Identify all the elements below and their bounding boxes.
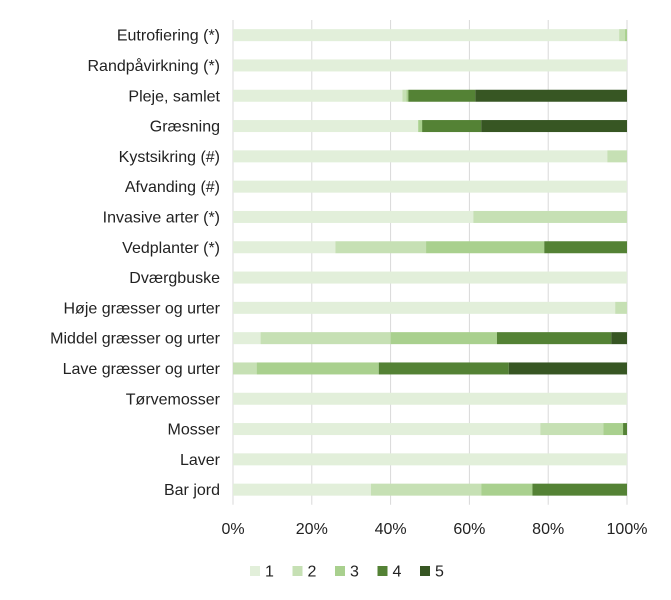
bar-segment	[370, 483, 482, 496]
bar-segment	[508, 362, 627, 375]
bar-segment	[378, 362, 509, 375]
bar-segment	[408, 89, 476, 102]
legend-swatch	[292, 566, 303, 576]
legend-label: 5	[435, 564, 444, 581]
category-label: Græsning	[150, 119, 220, 136]
bar-segment	[625, 29, 627, 42]
category-label: Bar jord	[164, 482, 220, 499]
category-label: Eutrofiering (*)	[117, 28, 220, 45]
category-label: Kystsikring (#)	[119, 149, 220, 166]
bar-segment	[233, 332, 261, 345]
legend-label: 2	[308, 564, 317, 581]
bar-segment	[233, 301, 616, 314]
bar-segment	[233, 392, 627, 405]
bar-segment	[233, 150, 608, 163]
bar-segment	[406, 89, 409, 102]
category-label: Høje græsser og urter	[64, 300, 221, 317]
bar-segment	[233, 423, 541, 436]
bar-segment	[233, 453, 627, 466]
legend-label: 4	[393, 564, 402, 581]
category-label: Lave græsser og urter	[63, 361, 221, 378]
bar-segment	[475, 89, 627, 102]
bar-segment	[233, 89, 403, 102]
bar-segment	[233, 362, 257, 375]
bar-segment	[532, 483, 627, 496]
x-tick-label: 80%	[532, 521, 564, 538]
bar-segment	[544, 241, 627, 254]
bar-segment	[426, 241, 545, 254]
bar-segment	[418, 120, 423, 133]
legend-label: 1	[265, 564, 274, 581]
x-tick-labels: 0% 20% 40% 60% 80% 100%	[221, 521, 647, 538]
legend-label: 3	[350, 564, 359, 581]
category-label: Randpåvirkning (*)	[87, 57, 220, 75]
bar-segment	[615, 301, 627, 314]
bar-segment	[496, 332, 612, 345]
bar-segment	[233, 271, 627, 284]
bar-segment	[233, 210, 474, 223]
category-label: Laver	[180, 452, 221, 469]
x-tick-label: 20%	[296, 521, 328, 538]
bar-segment	[233, 59, 627, 72]
category-label: Vedplanter (*)	[122, 240, 220, 257]
bars	[233, 29, 627, 496]
bar-segment	[256, 362, 379, 375]
category-label: Mosser	[168, 422, 221, 439]
bar-segment	[422, 120, 482, 133]
bar-segment	[607, 150, 627, 163]
bar-segment	[390, 332, 497, 345]
category-label: Dværgbuske	[129, 270, 220, 287]
legend-swatch	[250, 566, 260, 576]
category-label: Pleje, samlet	[128, 88, 220, 105]
bar-segment	[402, 89, 407, 102]
x-tick-label: 0%	[221, 521, 244, 538]
legend-swatch	[377, 566, 388, 576]
category-label: Tørvemosser	[126, 391, 221, 408]
bar-segment	[481, 120, 627, 133]
x-tick-label: 60%	[453, 521, 485, 538]
x-tick-label: 40%	[375, 521, 407, 538]
bar-segment	[335, 241, 427, 254]
category-label: Afvanding (#)	[125, 179, 220, 196]
x-tick-label: 100%	[607, 521, 648, 538]
legend-swatch	[335, 566, 345, 576]
legend-swatch	[420, 566, 430, 576]
bar-segment	[233, 29, 620, 42]
category-label: Invasive arter (*)	[103, 209, 220, 226]
bar-segment	[260, 332, 391, 345]
bar-segment	[619, 29, 626, 42]
bar-segment	[233, 483, 371, 496]
bar-segment	[473, 210, 627, 223]
bar-segment	[233, 180, 627, 193]
category-label: Middel græsser og urter	[50, 331, 221, 348]
bar-segment	[481, 483, 533, 496]
bar-segment	[611, 332, 627, 345]
bar-segment	[623, 423, 627, 436]
bar-segment	[233, 241, 336, 254]
bar-segment	[540, 423, 604, 436]
bar-segment	[603, 423, 624, 436]
bar-segment	[233, 120, 419, 133]
legend: 1 2 3 4 5	[250, 564, 444, 581]
category-labels: Eutrofiering (*) Randpåvirkning (*) Pleje,…	[50, 28, 221, 499]
